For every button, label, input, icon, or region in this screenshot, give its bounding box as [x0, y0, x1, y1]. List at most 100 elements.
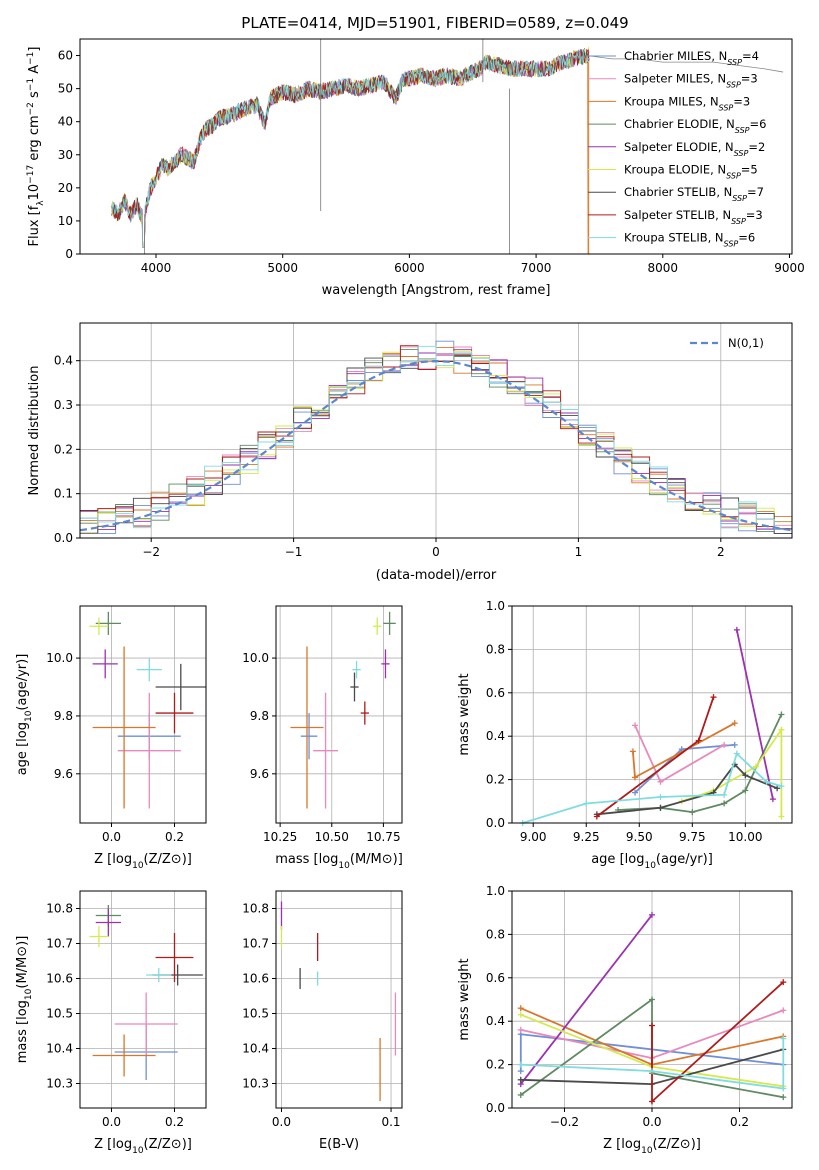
legend-count: =4	[742, 49, 759, 63]
label-part: ]	[27, 47, 42, 52]
label-part: −2	[26, 102, 36, 115]
weight-vs-age-xtick-label: 9.00	[520, 830, 547, 844]
spectrum-legend-label: Kroupa ELODIE, NSSP=5	[624, 163, 758, 181]
spectrum-frame	[79, 38, 793, 255]
age-vs-mass-frame	[275, 605, 403, 824]
age-vs-mass-ytick-label: 9.6	[250, 767, 269, 781]
weight-vs-age-series-line	[596, 696, 715, 818]
label-part: (age/yr)]	[15, 654, 30, 711]
spectrum-legend-label: Kroupa STELIB, NSSP=6	[624, 231, 755, 249]
age-vs-mass-xlabel: mass [log10(M/M⊙)]	[275, 852, 403, 871]
label-part: 10	[132, 1146, 144, 1156]
spectrum-ytick-label: 20	[58, 181, 73, 195]
legend-sub: SSP	[726, 171, 741, 180]
age-vs-Z-ytick-label: 9.6	[54, 767, 73, 781]
age-vs-mass-xtick-label: 10.75	[366, 830, 400, 844]
residuals-histogram-step	[80, 345, 792, 530]
spectrum-xtick-label: 6000	[394, 261, 425, 275]
label-part: Z [	[603, 1137, 621, 1152]
weight-vs-Z-series-line	[520, 1038, 785, 1090]
weight-vs-Z-ytick-label: 0.6	[486, 971, 505, 985]
legend-sub: SSP	[731, 216, 746, 225]
label-part: 10	[644, 861, 656, 871]
weight-vs-age-ytick-label: 0.8	[486, 642, 505, 656]
label-part: log	[15, 1000, 30, 1020]
mass-vs-ebv-ytick-label: 10.7	[242, 937, 269, 951]
spectrum-xtick-label: 5000	[267, 261, 298, 275]
mass-vs-Z-xtick-label: 0.0	[102, 1115, 121, 1129]
spectrum-series-line	[111, 46, 590, 248]
label-part: 10	[132, 861, 144, 871]
spectrum-series-line	[111, 49, 590, 248]
mass-vs-ebv-xtick-label: 0.0	[272, 1115, 291, 1129]
label-part: (M/M⊙)]	[350, 852, 403, 867]
mass-vs-Z-ytick-label: 10.8	[46, 902, 73, 916]
residuals-ylabel: Normed distribution	[27, 366, 42, 496]
residuals-xtick-label: −2	[142, 545, 160, 559]
mass-vs-ebv-ytick-label: 10.5	[242, 1007, 269, 1021]
spectrum-ytick-label: 40	[58, 115, 73, 129]
label-part: 10	[24, 710, 34, 722]
weight-vs-age-ytick-label: 0.4	[486, 729, 505, 743]
spectrum-legend-label: Chabrier MILES, NSSP=4	[624, 49, 759, 67]
label-part: (Z/Z⊙)]	[144, 1137, 192, 1152]
weight-vs-age-xtick-label: 9.50	[626, 830, 653, 844]
spectrum-xtick-label: 7000	[521, 261, 552, 275]
age-vs-Z-ytick-label: 10.0	[46, 651, 73, 665]
legend-sub: SSP	[734, 148, 749, 157]
label-part: log	[112, 1137, 132, 1152]
legend-sub: SSP	[735, 126, 750, 135]
weight-vs-age-xtick-label: 10.00	[728, 830, 762, 844]
mass-vs-ebv-xtick-label: 0.1	[381, 1115, 400, 1129]
legend-sub: SSP	[732, 194, 747, 203]
legend-sub: SSP	[727, 58, 742, 67]
age-vs-Z-xtick-label: 0.0	[102, 830, 121, 844]
spectrum-model-extension	[586, 55, 784, 73]
legend-count: =3	[741, 72, 758, 86]
legend-count: =6	[750, 117, 767, 131]
residuals-ytick-label: 0.1	[54, 487, 73, 501]
label-part: −17	[26, 165, 36, 184]
label-part: E(B-V)	[319, 1137, 359, 1152]
spectrum-ytick-label: 0	[65, 247, 73, 261]
legend-count: =5	[741, 163, 758, 177]
weight-vs-Z-xtick-label: −0.2	[550, 1115, 579, 1129]
mass-vs-ebv-frame	[275, 890, 403, 1109]
spectrum-series-line	[111, 49, 589, 248]
spectrum-legend-label: Chabrier STELIB, NSSP=7	[624, 185, 764, 203]
residuals-gaussian-curve	[80, 359, 792, 532]
label-part: log	[15, 722, 30, 742]
label-part: log	[112, 852, 132, 867]
mass-vs-Z-ytick-label: 10.3	[46, 1077, 73, 1091]
weight-vs-age-xlabel: age [log10(age/yr)]	[591, 852, 713, 871]
spectrum-ytick-label: 10	[58, 214, 73, 228]
residuals-xtick-label: 2	[717, 545, 725, 559]
spectrum-ytick-label: 60	[58, 49, 73, 63]
weight-vs-Z-xtick-label: 0.0	[642, 1115, 661, 1129]
legend-count: =3	[746, 208, 763, 222]
spectrum-legend-label: Salpeter MILES, NSSP=3	[624, 72, 758, 90]
residuals-xtick-label: −1	[285, 545, 303, 559]
weight-vs-Z-ytick-label: 0.0	[486, 1101, 505, 1115]
legend-count: =2	[748, 140, 765, 154]
mass-vs-ebv-ytick-label: 10.4	[242, 1042, 269, 1056]
weight-vs-age-series-line	[735, 629, 774, 800]
weight-vs-Z-ytick-label: 0.4	[486, 1014, 505, 1028]
label-part: (age/yr)]	[656, 852, 713, 867]
legend-count: =3	[733, 94, 750, 108]
label-part: (Z/Z⊙)]	[144, 852, 192, 867]
label-part: λ	[36, 200, 46, 206]
weight-vs-Z-ytick-label: 1.0	[486, 884, 505, 898]
label-part: Z [	[94, 1137, 112, 1152]
spectrum-legend-label: Salpeter ELODIE, NSSP=2	[624, 140, 765, 158]
age-vs-mass-ytick-label: 9.8	[250, 709, 269, 723]
label-part: age [	[15, 742, 30, 775]
legend-sub: SSP	[719, 103, 734, 112]
weight-vs-Z-xtick-label: 0.2	[730, 1115, 749, 1129]
spectrum-ytick-label: 30	[58, 148, 73, 162]
legend-name: Chabrier MILES, N	[624, 49, 727, 63]
legend-name: Chabrier ELODIE, N	[624, 117, 735, 131]
weight-vs-age-series-line	[596, 763, 778, 816]
label-part: (Z/Z⊙)]	[653, 1137, 701, 1152]
label-part: log	[625, 852, 645, 867]
